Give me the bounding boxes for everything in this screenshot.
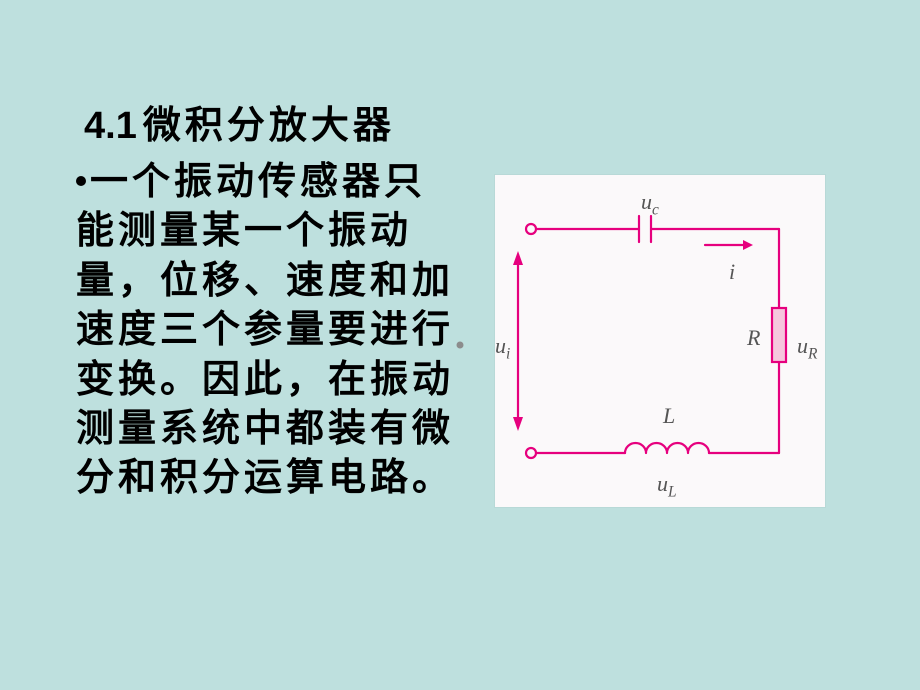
label-uc: uc xyxy=(641,189,659,219)
heading-number: 4.1 xyxy=(84,105,137,147)
body-paragraph: 一个振动传感器只能测量某一个振动量，位移、速度和加速度三个参量要进行变换。因此，… xyxy=(76,158,466,504)
heading-text: 微积分放大器 xyxy=(143,105,395,147)
label-ui: ui xyxy=(495,333,510,363)
slide: 4.1微积分放大器 一个振动传感器只能测量某一个振动量，位移、速度和加速度三个参… xyxy=(0,0,920,690)
circuit-svg xyxy=(495,175,825,507)
label-R: R xyxy=(747,325,760,351)
label-uL: uL xyxy=(657,471,677,501)
bullet-icon xyxy=(76,176,86,186)
label-uR: uR xyxy=(797,333,817,363)
section-heading: 4.1微积分放大器 xyxy=(84,94,395,149)
label-i: i xyxy=(729,259,735,285)
body-text: 一个振动传感器只能测量某一个振动量，位移、速度和加速度三个参量要进行变换。因此，… xyxy=(76,161,454,499)
label-L: L xyxy=(663,403,675,429)
center-dot-icon xyxy=(457,342,464,349)
circuit-diagram: uc i ui RuR LuL xyxy=(495,175,825,507)
